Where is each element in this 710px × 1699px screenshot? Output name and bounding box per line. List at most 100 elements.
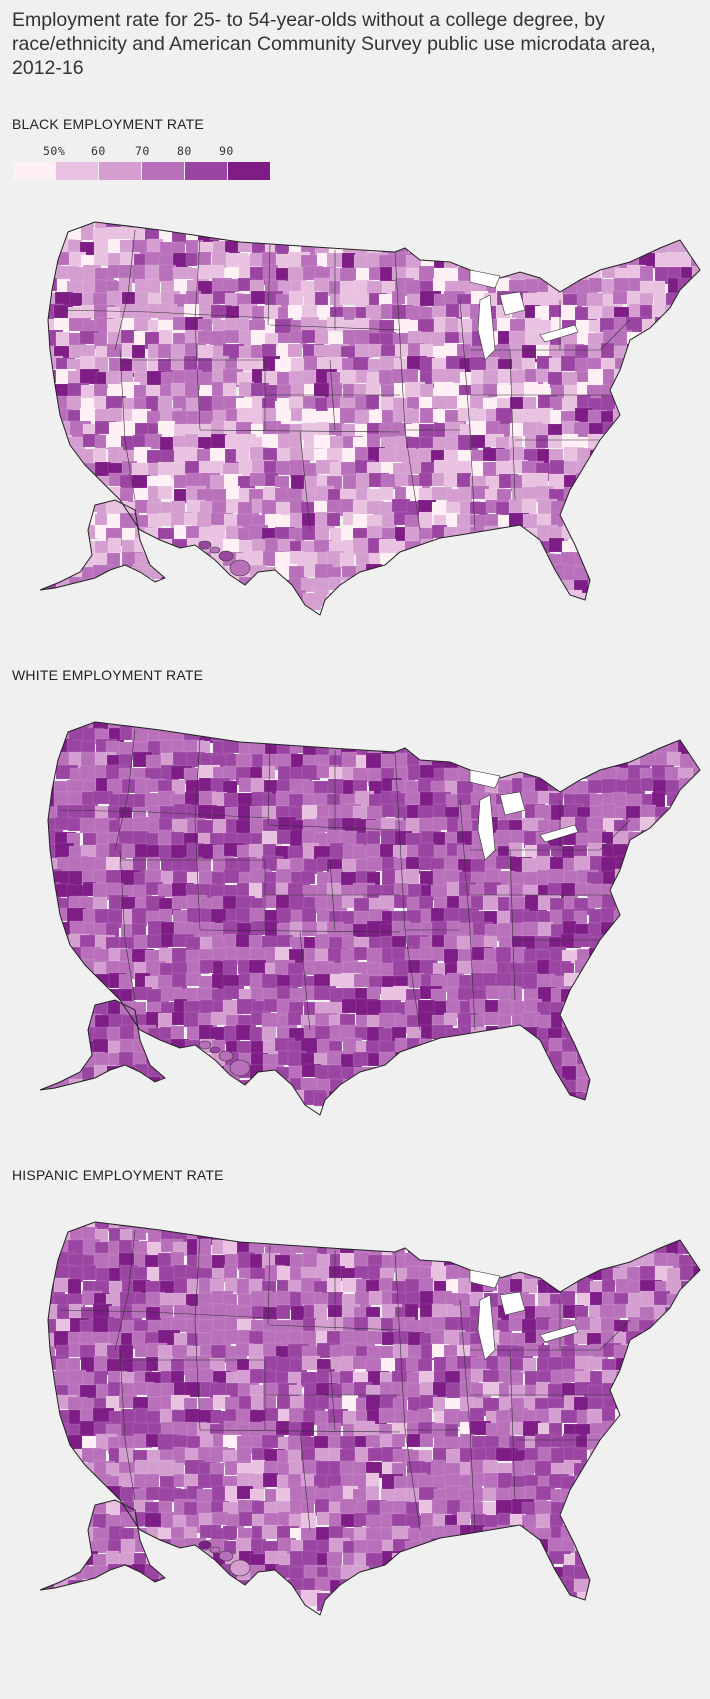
puma-region [235,227,257,244]
puma-region [692,1448,700,1464]
puma-region [614,1564,635,1581]
puma-region [586,566,609,582]
puma-region [612,408,628,427]
puma-region [641,1039,661,1058]
puma-region [251,722,268,731]
puma-region [664,409,683,426]
puma-region [146,844,161,859]
puma-region [679,909,699,928]
puma-region [510,526,528,546]
puma-region [53,1053,74,1068]
puma-region [574,487,593,502]
puma-region [287,1011,304,1026]
puma-region [614,868,634,887]
puma-region [614,1524,635,1541]
puma-region [40,1473,45,1491]
puma-region [432,1052,453,1067]
puma-region [134,843,149,859]
puma-region [170,831,185,846]
puma-region [704,292,710,308]
puma-region [639,923,660,940]
puma-region [693,1563,700,1581]
legend-swatch-1 [56,162,99,180]
puma-region [352,1051,370,1067]
puma-region [560,222,575,233]
puma-region [692,498,700,515]
puma-region [654,589,670,604]
puma-region [679,1473,700,1489]
puma-region [653,1551,673,1568]
puma-region [664,396,688,413]
puma-region [612,882,632,898]
legend-tick-90: 90 [219,144,234,158]
puma-region [53,550,70,565]
puma-region [119,1024,136,1042]
puma-region [601,1551,623,1569]
puma-region [157,1355,174,1374]
puma-region [691,1241,700,1258]
puma-region [471,725,491,744]
puma-region [55,1526,72,1546]
puma-region [523,1222,538,1228]
puma-region [418,895,434,910]
puma-region [576,1500,599,1517]
puma-region [627,871,643,890]
puma-region [691,293,700,309]
puma-region [40,1014,47,1031]
puma-region [679,1357,700,1376]
puma-region [664,421,684,436]
puma-region [56,1090,75,1106]
puma-region [627,722,649,731]
puma-region [523,1078,547,1093]
puma-region [628,538,645,558]
puma-region [446,1553,467,1572]
puma-region [407,563,424,579]
puma-region [639,1474,654,1493]
puma-region [654,816,669,835]
puma-region [706,239,710,257]
puma-region [587,486,607,502]
puma-region [677,998,700,1016]
puma-region [589,1461,613,1479]
puma-region [432,589,456,606]
puma-region [640,537,657,554]
puma-region [615,1462,635,1477]
puma-region [640,1499,657,1517]
puma-region [196,1564,215,1583]
puma-region [236,722,253,731]
puma-region [432,1222,453,1232]
puma-region [613,475,637,494]
puma-region [639,344,661,362]
puma-region [691,370,700,387]
puma-region [560,264,579,279]
puma-region [340,461,356,476]
puma-region [430,740,452,760]
state-border [509,349,516,501]
puma-region [173,563,189,579]
state-border [299,431,311,531]
puma-region [511,1239,532,1254]
puma-region [43,1039,63,1056]
puma-region [654,884,678,903]
puma-region [651,1396,673,1411]
puma-region [613,727,635,746]
puma-region [706,215,710,229]
puma-region [40,972,63,992]
puma-region [640,563,657,580]
puma-region [417,1551,437,1571]
puma-region [508,1316,524,1332]
puma-region [615,1065,634,1081]
puma-region [68,1527,84,1544]
puma-region [131,344,146,361]
puma-region [626,922,648,940]
puma-region [43,448,59,465]
puma-region [119,303,137,319]
puma-region [665,722,680,733]
puma-region [602,1499,624,1519]
puma-region [40,1241,49,1258]
puma-region [391,1227,409,1244]
puma-region [186,1077,201,1096]
puma-region [158,722,179,728]
puma-region [666,332,690,351]
puma-region [497,779,515,796]
